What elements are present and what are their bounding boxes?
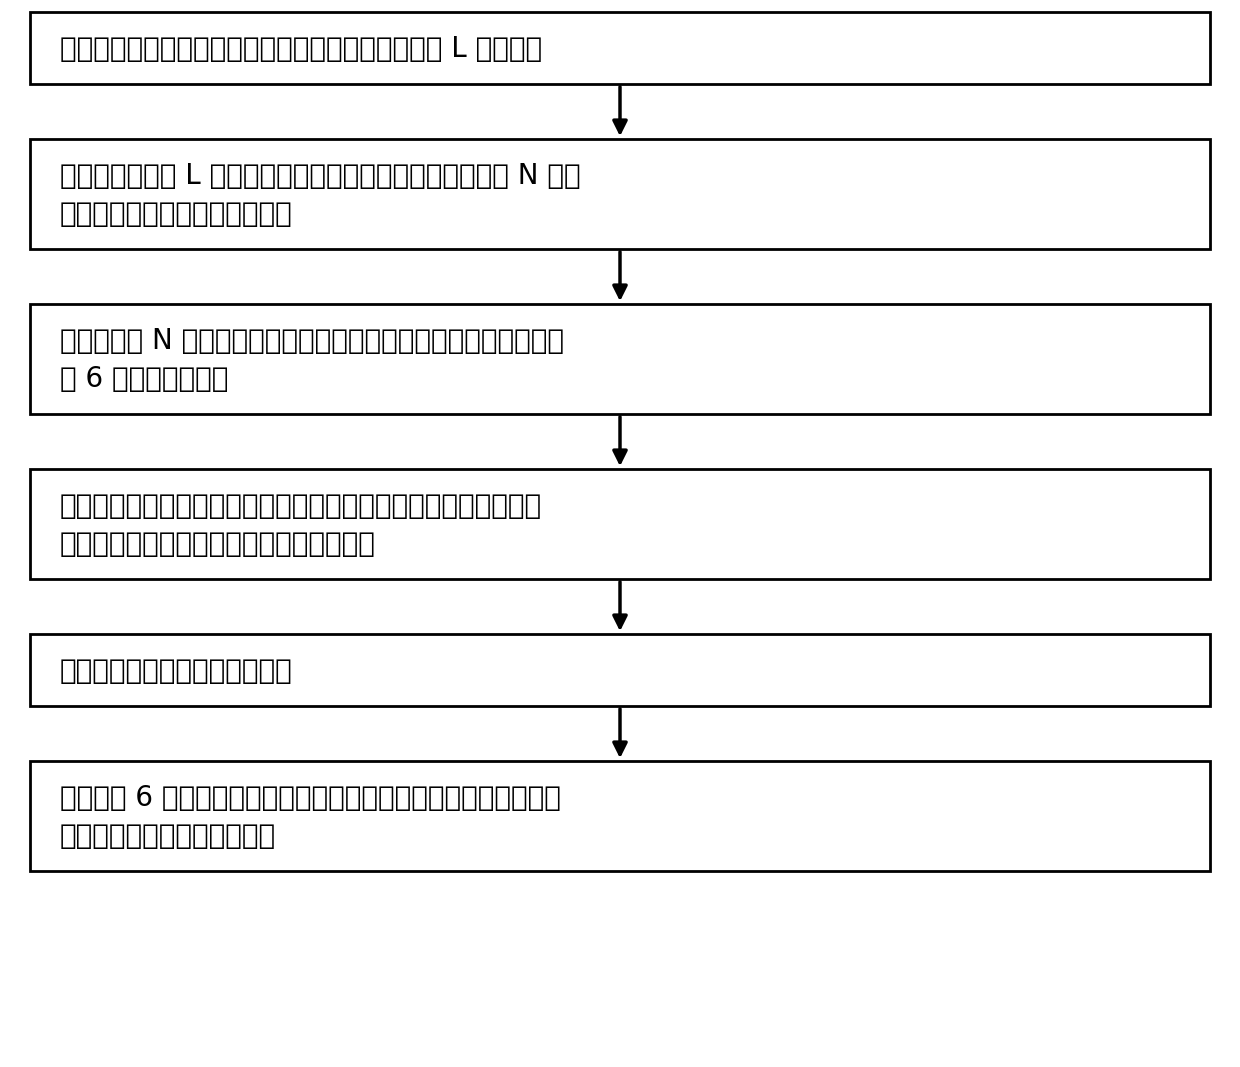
Text: 对所述的校准拟合参数进行检查，判断校准拟合参数是否正确，如: 对所述的校准拟合参数进行检查，判断校准拟合参数是否正确，如 [60,492,542,520]
Bar [30,12,1210,84]
Text: 根据所述的 N 个数据的拟合数组，进行椭球拟合运算，拟合出椭球: 根据所述的 N 个数据的拟合数组，进行椭球拟合运算，拟合出椭球 [60,327,564,355]
Text: 据作为椭球拟合运算的拟合数组: 据作为椭球拟合运算的拟合数组 [60,200,293,228]
Bar [30,634,1210,706]
Bar [30,139,1210,249]
Text: 用所述的 6 个校准拟合参数对所述的原始三维磁场数据进行校准，: 用所述的 6 个校准拟合参数对所述的原始三维磁场数据进行校准， [60,784,560,812]
Bar [30,304,1210,414]
Text: 将磁场传感器的原始三维磁场数据顺序保存于长度为 L 的队列中: 将磁场传感器的原始三维磁场数据顺序保存于长度为 L 的队列中 [60,35,542,63]
Text: 对所述的校准拟合参数进行滤波: 对所述的校准拟合参数进行滤波 [60,657,293,685]
Text: 的 6 个校准拟合参数: 的 6 个校准拟合参数 [60,365,228,393]
Bar [30,761,1210,871]
Text: 在所述的长度为 L 的队列中的数据中寻找出满足预设条件的 N 个数: 在所述的长度为 L 的队列中的数据中寻找出满足预设条件的 N 个数 [60,162,580,190]
Bar [30,469,1210,579]
Text: 果正确则进行后续步骤，如果不正确则返回: 果正确则进行后续步骤，如果不正确则返回 [60,530,376,558]
Text: 获得校准后的磁场数据，返回: 获得校准后的磁场数据，返回 [60,822,277,850]
